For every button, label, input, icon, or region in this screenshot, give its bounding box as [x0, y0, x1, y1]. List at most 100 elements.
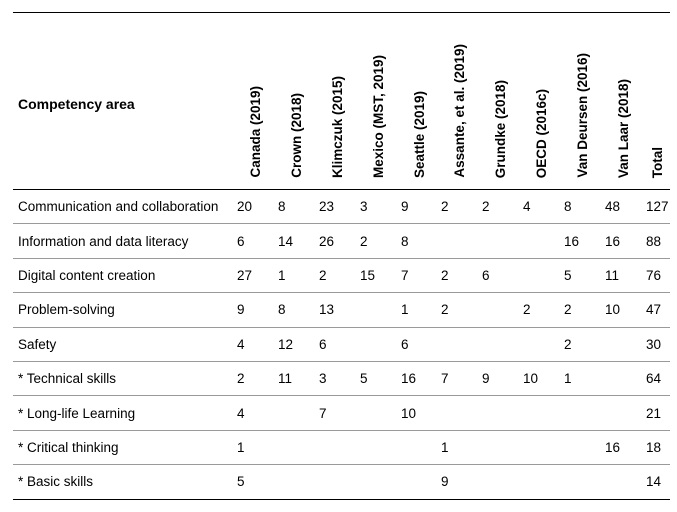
table-row: * Critical thinking 1 1 16 18	[13, 430, 670, 466]
table-cell: 20	[235, 189, 276, 225]
table-cell	[358, 292, 399, 328]
table-cell	[521, 464, 562, 500]
table-row: * Long-life Learning 4 7 10 21	[13, 395, 670, 431]
table-cell	[276, 395, 317, 431]
header-competency-area: Competency area	[13, 12, 235, 190]
table-cell: 4	[235, 395, 276, 431]
table-cell	[439, 223, 480, 259]
table-cell: 16	[399, 361, 439, 397]
table-cell	[521, 223, 562, 259]
table-cell	[480, 327, 521, 362]
table-cell: 64	[644, 361, 670, 397]
table-cell	[603, 361, 644, 397]
table-cell: 47	[644, 292, 670, 328]
row-label: * Critical thinking	[13, 430, 235, 466]
table-row: Communication and collaboration 20 8 23 3 9 2 2…	[13, 189, 670, 225]
column-header: Mexico (MST, 2019)	[358, 12, 399, 190]
table-cell	[562, 430, 603, 466]
row-label: Communication and collaboration	[13, 189, 235, 225]
table-cell	[480, 292, 521, 328]
column-header: Crown (2018)	[276, 12, 317, 190]
table-cell: 2	[235, 361, 276, 397]
table-cell: 4	[235, 327, 276, 362]
table-cell	[521, 430, 562, 466]
table-cell	[521, 327, 562, 362]
table-cell: 6	[480, 258, 521, 294]
table-cell: 15	[358, 258, 399, 294]
table-cell	[480, 430, 521, 466]
column-header: Grundke (2018)	[480, 12, 521, 190]
table-cell: 30	[644, 327, 670, 362]
table-cell: 8	[399, 223, 439, 259]
table-cell: 14	[276, 223, 317, 259]
row-label: Information and data literacy	[13, 223, 235, 259]
table-cell: 23	[317, 189, 358, 225]
table-cell: 3	[317, 361, 358, 397]
table-cell: 5	[235, 464, 276, 500]
competency-table: Competency area Canada (2019) Crown (2018…	[13, 12, 670, 500]
table-body: Communication and collaboration 20 8 23 3 9 2 2…	[13, 189, 670, 500]
row-label: * Long-life Learning	[13, 395, 235, 431]
row-label: Problem-solving	[13, 292, 235, 328]
table-cell	[439, 395, 480, 431]
column-header: Seattle (2019)	[399, 12, 439, 190]
table-cell: 16	[603, 223, 644, 259]
row-label: Digital content creation	[13, 258, 235, 294]
column-header: Total	[644, 12, 670, 190]
table-cell	[562, 464, 603, 500]
table-cell: 1	[439, 430, 480, 466]
table-cell: 2	[562, 292, 603, 328]
table-cell	[480, 395, 521, 431]
column-header-label: Assante, et al. (2019)	[452, 44, 467, 178]
table-cell: 2	[317, 258, 358, 294]
table-cell	[521, 395, 562, 431]
table-cell: 8	[562, 189, 603, 225]
table-cell	[521, 258, 562, 294]
table-cell	[317, 430, 358, 466]
table-cell: 13	[317, 292, 358, 328]
table-cell: 127	[644, 189, 670, 225]
table-cell	[603, 464, 644, 500]
table-cell: 1	[276, 258, 317, 294]
table-cell: 2	[358, 223, 399, 259]
header-row: Competency area Canada (2019) Crown (2018…	[13, 12, 670, 190]
table-cell: 14	[644, 464, 670, 500]
table-cell: 7	[399, 258, 439, 294]
table-cell: 2	[562, 327, 603, 362]
column-header: Klimczuk (2015)	[317, 12, 358, 190]
table-header: Competency area Canada (2019) Crown (2018…	[13, 12, 670, 190]
table-cell: 10	[603, 292, 644, 328]
table-cell: 9	[235, 292, 276, 328]
column-header-label: Grundke (2018)	[493, 79, 508, 178]
table-cell: 16	[603, 430, 644, 466]
table-row: Digital content creation 27 1 2 15 7 2 6 5 11 76	[13, 258, 670, 294]
table-cell: 9	[480, 361, 521, 397]
table-row: Safety 4 12 6 6 2 30	[13, 327, 670, 362]
table-cell	[603, 395, 644, 431]
table-cell: 8	[276, 189, 317, 225]
table-cell: 26	[317, 223, 358, 259]
column-header: Van Laar (2018)	[603, 12, 644, 190]
column-header-label: Seattle (2019)	[411, 90, 427, 178]
row-label: * Technical skills	[13, 361, 235, 397]
table-cell	[399, 430, 439, 466]
row-label: Safety	[13, 327, 235, 362]
table-cell: 6	[399, 327, 439, 362]
table-cell: 88	[644, 223, 670, 259]
column-header-label: Crown (2018)	[289, 93, 304, 178]
table-row: * Basic skills 5 9 14	[13, 464, 670, 500]
table-cell: 1	[562, 361, 603, 397]
table-row: Problem-solving 9 8 13 1 2 2 2 10 47	[13, 292, 670, 328]
table-cell	[358, 464, 399, 500]
column-header: Canada (2019)	[235, 12, 276, 190]
table-cell: 5	[562, 258, 603, 294]
table-cell: 3	[358, 189, 399, 225]
table-cell: 76	[644, 258, 670, 294]
column-header-label: Klimczuk (2015)	[330, 75, 345, 178]
table-cell	[480, 223, 521, 259]
table-cell: 8	[276, 292, 317, 328]
column-header: Van Deursen (2016)	[562, 12, 603, 190]
table-cell: 11	[603, 258, 644, 294]
table-cell: 18	[644, 430, 670, 466]
